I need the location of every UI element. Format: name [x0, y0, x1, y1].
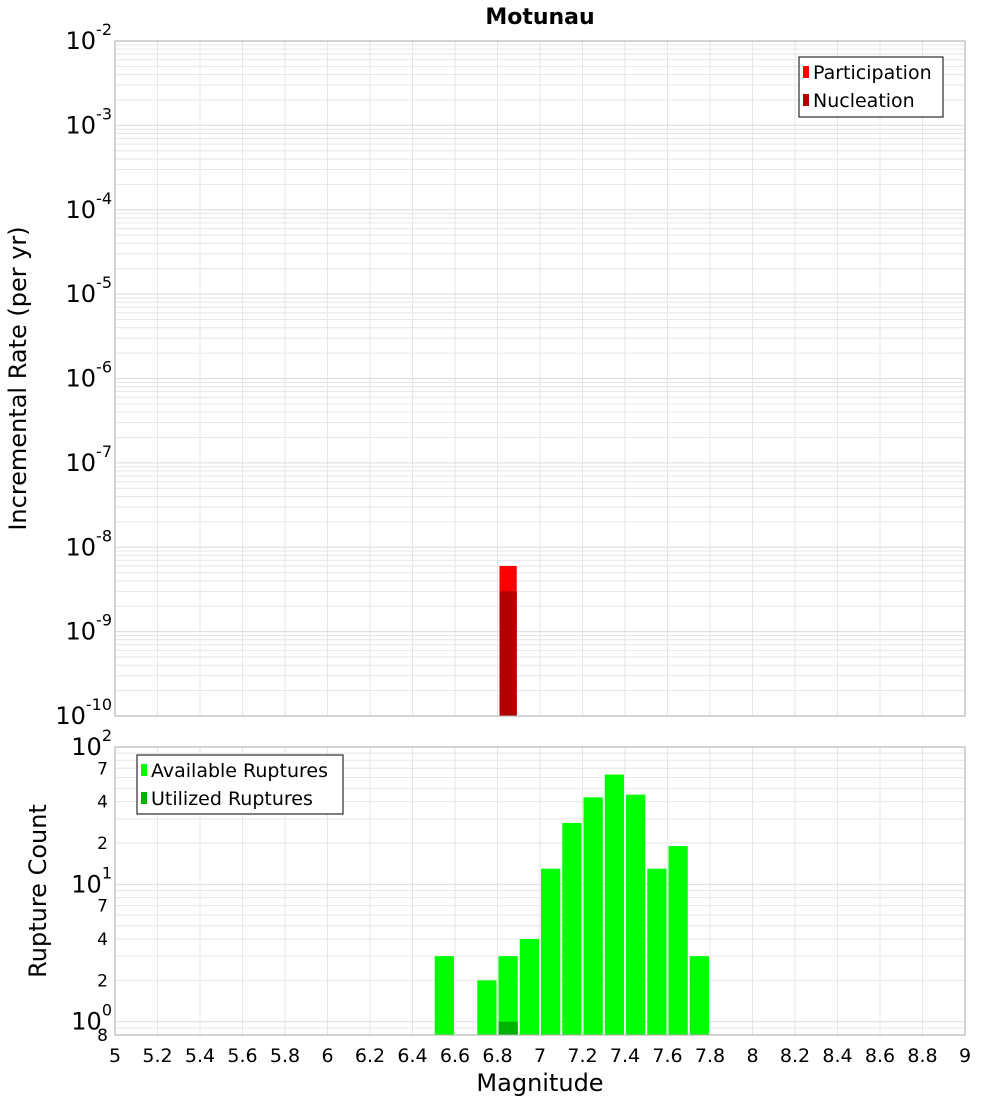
x-tick-label: 8.8: [907, 1045, 937, 1067]
legend-label: Available Ruptures: [151, 760, 328, 782]
y-tick-label: 100: [71, 1001, 112, 1036]
x-tick-label: 7.8: [695, 1045, 725, 1067]
legend-label: Utilized Ruptures: [151, 788, 313, 810]
y-minor-tick-label: 4: [97, 930, 108, 950]
x-tick-label: 6.6: [440, 1045, 470, 1067]
x-tick-label: 8.2: [780, 1045, 810, 1067]
x-tick-label: 5.6: [227, 1045, 257, 1067]
available-ruptures-bar: [541, 868, 561, 1035]
available-ruptures-bar: [477, 980, 497, 1035]
available-ruptures-bar: [668, 846, 688, 1035]
chart-title: Motunau: [485, 5, 594, 30]
bottom-plot-frame: [114, 746, 966, 1036]
legend-swatch: [803, 94, 809, 106]
utilized-ruptures-bar: [498, 1021, 518, 1035]
x-tick-label: 8.6: [865, 1045, 895, 1067]
x-tick-label: 7.6: [652, 1045, 682, 1067]
y-minor-tick-label: 2: [97, 834, 108, 854]
x-tick-label: 8: [746, 1045, 758, 1067]
y-minor-tick-label: 2: [97, 971, 108, 991]
legend-bottom: [136, 754, 344, 815]
y-tick-label: 10-7: [66, 442, 113, 477]
x-axis-label: Magnitude: [476, 1069, 603, 1097]
legend-top: [798, 56, 944, 118]
top-plot-frame: [114, 40, 966, 717]
nucleation-bar: [499, 591, 517, 716]
available-ruptures-bar: [604, 774, 624, 1035]
y-tick-label: 10-4: [66, 189, 113, 224]
x-tick-label: 6.2: [355, 1045, 385, 1067]
available-ruptures-bar: [562, 822, 582, 1035]
y-minor-tick-label: 4: [97, 793, 108, 813]
legend-swatch: [803, 66, 809, 78]
legend-label: Participation: [813, 62, 932, 84]
x-tick-label: 5.8: [270, 1045, 300, 1067]
available-ruptures-bar: [519, 939, 539, 1035]
y-tick-label: 10-2: [66, 20, 113, 55]
x-tick-label: 5.4: [185, 1045, 215, 1067]
available-ruptures-bar: [647, 868, 667, 1035]
y-tick-label: 10-9: [66, 611, 113, 646]
y-tick-label: 10-5: [66, 273, 113, 308]
x-tick-label: 6: [321, 1045, 333, 1067]
x-tick-label: 6.4: [397, 1045, 427, 1067]
y-axis-label-top: Incremental Rate (per yr): [4, 226, 32, 530]
x-tick-label: 7: [534, 1045, 546, 1067]
y-tick-label: 10-6: [66, 358, 113, 393]
available-ruptures-bar: [583, 797, 603, 1035]
y-tick-label: 10-10: [55, 695, 112, 730]
available-ruptures-bar: [434, 956, 454, 1035]
y-tick-label: 10-3: [66, 104, 113, 139]
legend-swatch: [141, 792, 147, 804]
y-tick-label: 10-8: [66, 526, 113, 561]
x-tick-label: 8.4: [822, 1045, 852, 1067]
y-axis-label-bottom: Rupture Count: [24, 804, 52, 978]
y-tick-label: 102: [71, 726, 112, 761]
legend-swatch: [141, 764, 147, 776]
y-minor-tick-label: 7: [97, 897, 108, 917]
x-tick-label: 5: [109, 1045, 121, 1067]
x-tick-label: 6.8: [482, 1045, 512, 1067]
x-tick-label: 7.4: [610, 1045, 640, 1067]
available-ruptures-bar: [689, 956, 709, 1035]
y-minor-tick-label: 7: [97, 759, 108, 779]
x-tick-label: 7.2: [567, 1045, 597, 1067]
y-minor-tick-label: 8: [97, 1026, 108, 1046]
y-tick-label: 101: [71, 863, 112, 898]
legend-label: Nucleation: [813, 90, 915, 112]
x-tick-label: 5.2: [142, 1045, 172, 1067]
x-tick-label: 9: [959, 1045, 971, 1067]
available-ruptures-bar: [626, 794, 646, 1035]
available-ruptures-bar: [498, 956, 518, 1035]
